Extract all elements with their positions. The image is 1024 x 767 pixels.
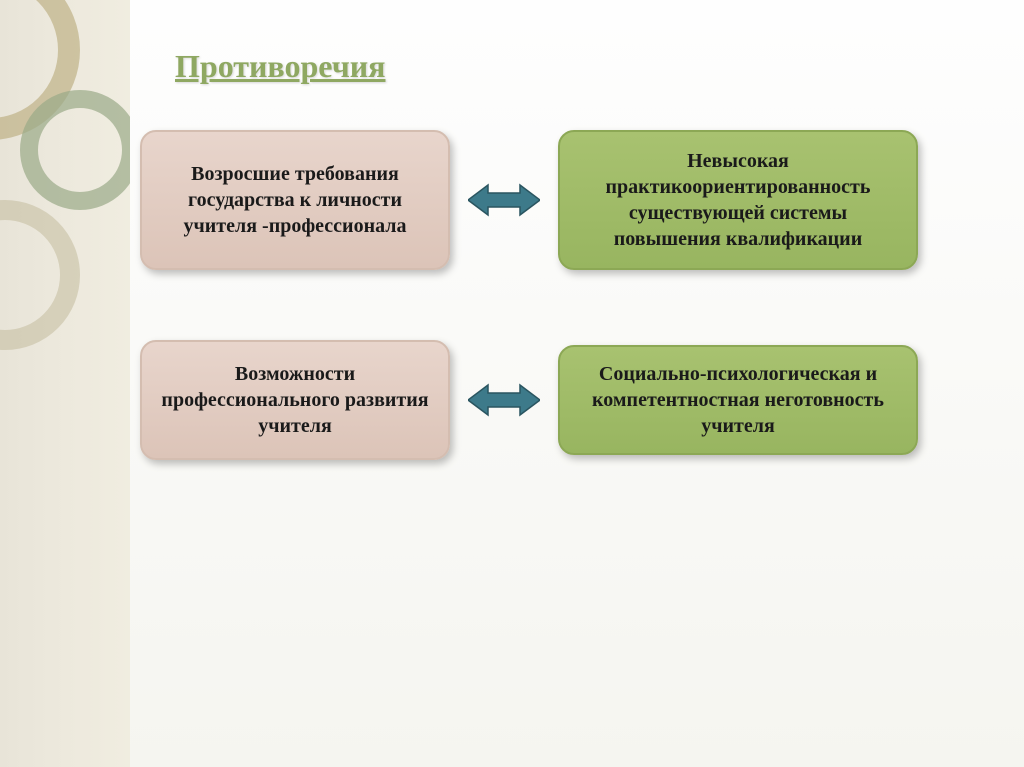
decorative-ring [20,90,130,210]
right-box: Социально-психологическая и компетентнос… [558,345,918,455]
left-box: Возросшие требования государства к лично… [140,130,450,270]
slide-title: Противоречия [175,48,385,85]
bidirectional-arrow-icon [468,177,540,223]
left-box: Возможности профессионального развития у… [140,340,450,460]
contradiction-row: Возможности профессионального развития у… [140,340,1000,460]
bidirectional-arrow-icon [468,377,540,423]
decorative-sidebar [0,0,130,767]
contradiction-row: Возросшие требования государства к лично… [140,130,1000,270]
right-box: Невысокая практикоориентированность суще… [558,130,918,270]
decorative-ring [0,200,80,350]
contradictions-diagram: Возросшие требования государства к лично… [140,130,1000,690]
